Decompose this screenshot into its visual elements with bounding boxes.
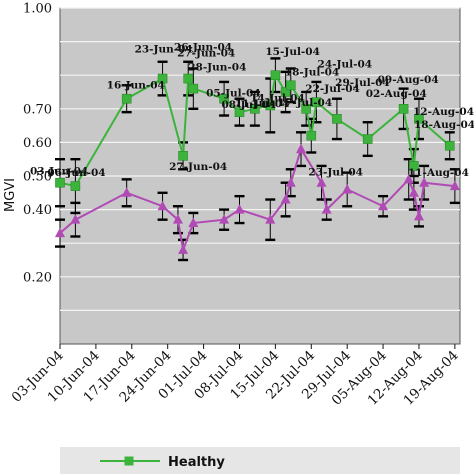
healthy-marker bbox=[301, 104, 311, 114]
y-tick-label: 0.70 bbox=[23, 102, 52, 117]
healthy-marker bbox=[157, 73, 168, 84]
annotation-label: 18-Aug-04 bbox=[414, 119, 474, 131]
healthy-marker bbox=[70, 181, 81, 191]
healthy-marker bbox=[444, 140, 455, 151]
annotation-label: 24-Jul-04 bbox=[318, 58, 373, 70]
y-tick-label: 0.60 bbox=[23, 136, 52, 151]
annotation-label: 12-Aug-04 bbox=[413, 106, 474, 118]
series-2-marker bbox=[408, 187, 419, 197]
healthy-marker bbox=[183, 73, 194, 84]
y-tick-label: 0.40 bbox=[23, 203, 52, 218]
annotation-label: 22-Jul-04 bbox=[305, 83, 360, 95]
healthy-marker bbox=[55, 177, 65, 188]
healthy-marker bbox=[234, 107, 245, 117]
annotation-label: 09-Aug-04 bbox=[378, 74, 439, 86]
healthy-marker bbox=[414, 114, 424, 124]
legend: Healthy bbox=[60, 447, 460, 474]
annotation-label: 15-Jul-04 bbox=[265, 46, 320, 58]
series-2-marker bbox=[70, 214, 81, 224]
series-2-marker bbox=[280, 194, 291, 204]
series-2-marker bbox=[378, 200, 389, 211]
annotation-label: 27-Jun-04 bbox=[169, 161, 227, 173]
y-tick-label: 1.00 bbox=[23, 2, 52, 17]
series-2-marker bbox=[342, 183, 353, 194]
healthy-marker bbox=[270, 70, 281, 80]
series-2-marker bbox=[265, 214, 276, 224]
annotation-label: 02-Aug-04 bbox=[366, 88, 427, 100]
annotation-label: 29-Jul-04 bbox=[335, 77, 390, 89]
annotation-label: 14-Jul-04 bbox=[250, 92, 305, 104]
healthy-marker bbox=[332, 114, 342, 124]
healthy-marker bbox=[188, 83, 199, 94]
annotation-label: 11-Jul-04 bbox=[235, 98, 290, 110]
healthy-marker bbox=[250, 104, 260, 114]
healthy-marker bbox=[362, 134, 373, 144]
legend-label: Healthy bbox=[168, 455, 225, 470]
annotation-label: 28-Jun-04 bbox=[188, 62, 246, 74]
series-2-marker bbox=[419, 177, 430, 187]
x-axis: 03-Jun-0410-Jun-0417-Jun-0424-Jun-0401-J… bbox=[9, 344, 462, 409]
annotation-label: 26-Jun-04 bbox=[174, 42, 232, 54]
healthy-marker bbox=[219, 93, 229, 104]
annotation-label: 11-Aug-04 bbox=[408, 167, 469, 179]
series-2-marker bbox=[172, 214, 183, 224]
healthy-marker bbox=[265, 100, 276, 111]
annotation-label: 16-Jun-04 bbox=[107, 80, 165, 92]
series-2-line bbox=[59, 146, 456, 254]
series-2-marker bbox=[219, 214, 230, 224]
y-tick-label: 0.50 bbox=[23, 170, 52, 185]
series-2-marker bbox=[413, 210, 424, 221]
annotation-label: 18-Jul-04 bbox=[285, 66, 340, 78]
healthy-marker bbox=[398, 104, 409, 114]
healthy-marker bbox=[311, 97, 322, 107]
annotation-label: 27-Jun-04 bbox=[177, 48, 235, 60]
annotation-label: 17-Jul-04 bbox=[278, 97, 333, 109]
annotation-label: 03-Jun-04 bbox=[30, 166, 88, 178]
healthy-marker bbox=[280, 87, 291, 97]
series-2-marker bbox=[449, 180, 460, 191]
y-axis-label: MGVI bbox=[3, 178, 18, 212]
series-2-marker bbox=[234, 204, 245, 214]
gridlines bbox=[60, 7, 460, 311]
series-2-marker bbox=[321, 204, 332, 214]
y-tick-label: 0.20 bbox=[23, 270, 52, 285]
series-2-marker bbox=[296, 143, 307, 154]
annotation-label: 23-Jun-04 bbox=[135, 44, 193, 56]
y-axis: 0.20 0.40 0.50 0.60 0.70 1.00 bbox=[23, 2, 52, 286]
annotation-label: 05-Jul-04 bbox=[206, 88, 261, 100]
series-2-marker bbox=[55, 227, 65, 238]
series-2-marker bbox=[178, 244, 189, 254]
series-2-marker bbox=[157, 200, 168, 211]
series-2-marker bbox=[188, 217, 199, 228]
healthy-marker bbox=[285, 80, 296, 91]
legend-marker bbox=[124, 456, 134, 466]
series-2-marker bbox=[285, 177, 296, 187]
healthy-marker bbox=[178, 151, 188, 161]
healthy-marker bbox=[121, 93, 132, 104]
healthy-marker bbox=[306, 130, 317, 141]
series-2-marker bbox=[316, 177, 327, 187]
series-2-marker bbox=[403, 173, 414, 184]
annotation-label: 23-Jul-04 bbox=[308, 167, 363, 179]
healthy-marker bbox=[409, 161, 419, 171]
series-2-marker bbox=[121, 187, 132, 197]
annotation-label: 08-Jul-04 bbox=[221, 99, 276, 111]
annotation-label: 06-Jun-04 bbox=[47, 167, 105, 179]
series bbox=[55, 70, 460, 254]
